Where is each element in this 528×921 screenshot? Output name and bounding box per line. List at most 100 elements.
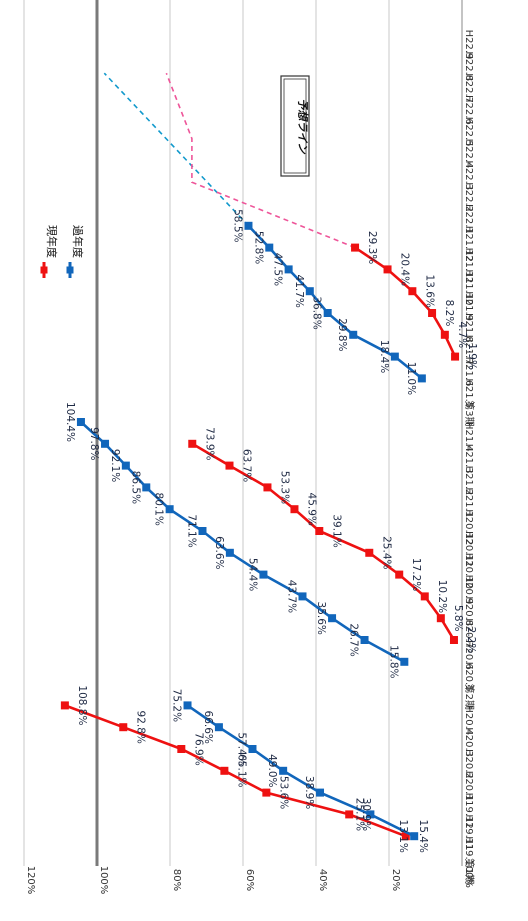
data-point [225,461,234,470]
data-point [323,309,332,317]
data-point [328,614,337,623]
y-tick-label: 80% [171,869,182,891]
data-point [440,330,449,339]
x-tick-label: H21.5 [463,378,474,408]
data-label: 65.1% [235,754,247,787]
data-label: 104.4% [64,402,76,442]
data-label: 76.9% [192,732,204,765]
projection-lines [103,72,356,249]
data-label: 53.3% [278,471,290,504]
data-point [365,548,374,557]
data-label: 30.9% [360,798,372,831]
data-point [244,221,253,230]
data-point [119,723,128,732]
annotation-box [280,75,310,177]
data-label: 97.8% [88,427,100,460]
x-tick-label: H21.12 [463,226,474,262]
x-tick-label: 第1期 [463,858,476,884]
x-tick-label: H22.2 [463,182,474,212]
data-label: 38.9% [303,776,315,809]
data-point [298,592,307,601]
data-point [121,461,130,470]
data-label: 13.1% [397,820,409,853]
x-tick-label: H20.10 [463,553,474,589]
data-label: 57.4% [235,732,247,765]
data-point [165,505,174,514]
data-point [451,352,460,361]
y-axis-tick-labels: 0% 20% 40% 60% 80% 100% 120% [25,866,474,895]
data-label: 13.6% [423,275,435,308]
data-label: 49.0% [266,754,278,787]
data-label: 63.7% [240,449,252,482]
data-point [263,483,272,492]
y-tick-label: 0% [463,872,474,888]
data-point [366,810,375,819]
data-point [259,570,268,579]
x-tick-label: H20.8 [463,596,474,626]
x-tick-label: 第3期 [463,400,476,426]
data-point [101,439,110,448]
data-label: 18.4% [378,340,390,373]
data-label: 2.2% [465,627,477,654]
y-tick-label: 120% [25,866,36,895]
data-point [360,636,369,644]
data-label: 80.1% [153,493,165,526]
data-point [220,766,229,775]
data-label: 11.0% [405,362,417,395]
x-tick-label: H19.11 [463,814,474,850]
data-label: 52.8% [252,231,264,264]
forecast-annotation: 予想ライン [280,75,310,177]
data-point [284,265,293,274]
data-label: 8.2% [443,300,455,327]
data-point [316,788,325,797]
x-tick-label: H22.6 [463,95,474,125]
x-tick-label: H22.4 [463,139,474,169]
data-label: 41.7% [293,275,305,308]
data-label: 92.8% [134,711,146,744]
data-label: 5.8% [452,605,464,632]
data-label: 36.8% [311,296,323,329]
data-label: 26.7% [348,623,360,656]
x-tick-label: H22.9 [463,30,474,60]
x-tick-label: H20.9 [463,575,474,605]
x-tick-label: H21.6 [463,357,474,387]
data-point [305,287,314,296]
data-point [214,723,223,732]
data-point [420,592,429,601]
projection-line [165,72,356,249]
legend: 現年度 過年度 [40,225,85,278]
x-tick-label: 第2期 [463,684,476,710]
legend-swatch-marker [66,266,74,274]
series-line [191,442,456,641]
x-tick-label: H20.12 [463,509,474,545]
data-label: 53.6% [277,776,289,809]
data-point [248,745,257,753]
annotation-box-inner [283,78,307,174]
data-label: 15.8% [387,645,399,678]
data-point [408,287,417,296]
x-tick-label: H19.10 [463,836,474,872]
x-tick-label: H20.2 [463,749,474,779]
data-point [428,309,437,317]
x-tick-label: H22.3 [463,160,474,190]
data-point [142,483,151,492]
annotation-text: 予想ライン [296,99,309,155]
data-point [262,788,271,797]
x-tick-label: H21.10 [463,269,474,305]
data-point [279,766,288,775]
data-label: 35.6% [315,602,327,635]
x-tick-label: H19.12 [463,793,474,829]
x-tick-label: H22.5 [463,117,474,147]
legend-swatch-marker [40,266,48,274]
legend-label: 過年度 [71,225,85,258]
data-label: 75.2% [171,689,183,722]
legend-label: 現年度 [45,225,59,258]
x-tick-label: H21.8 [463,313,474,343]
data-point [188,439,197,448]
data-label: 73.9% [203,427,215,460]
data-point [183,701,192,710]
x-tick-label: H20.5 [463,662,474,692]
data-label: 29.3% [366,231,378,264]
y-tick-label: 40% [317,869,328,891]
